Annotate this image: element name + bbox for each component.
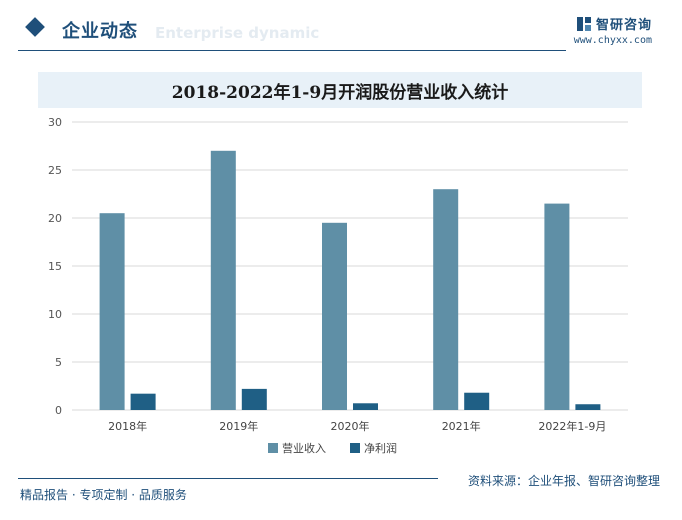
legend-label: 净利润: [364, 441, 397, 455]
legend-label: 营业收入: [282, 441, 326, 455]
revenue-bar: [210, 150, 236, 411]
section-title: 企业动态: [62, 21, 138, 42]
legend-swatch: [268, 443, 278, 453]
net-profit-bar: [464, 392, 490, 410]
revenue-bar: [433, 189, 459, 410]
net-profit-bar: [241, 388, 267, 410]
x-tick-label: 2018年: [108, 419, 147, 433]
y-tick-label: 30: [48, 116, 62, 129]
y-tick-label: 20: [48, 212, 62, 225]
revenue-bar: [99, 213, 125, 410]
header: Enterprise dynamic 企业动态 智研咨询 www.chyxx.c…: [0, 0, 682, 56]
brand-logo-icon: [576, 16, 591, 31]
y-tick-label: 0: [55, 404, 62, 417]
x-tick-label: 2020年: [331, 419, 370, 433]
net-profit-bar: [353, 403, 378, 410]
footer-divider: [18, 478, 438, 479]
chart-title: 2018-2022年1-9月开润股份营业收入统计: [171, 82, 509, 103]
chart-title-band: 2018-2022年1-9月开润股份营业收入统计: [38, 72, 642, 108]
net-profit-bar: [575, 404, 601, 410]
x-tick-label: 2019年: [219, 419, 258, 433]
net-profit-bar: [130, 393, 156, 410]
y-tick-label: 5: [55, 356, 62, 369]
revenue-bar: [322, 222, 347, 410]
source-note: 资料来源：企业年报、智研咨询整理: [467, 474, 660, 488]
brand-url: www.chyxx.com: [573, 35, 652, 46]
revenue-bar: [544, 203, 570, 410]
y-tick-label: 10: [48, 308, 62, 321]
x-tick-label: 2022年1-9月: [538, 419, 606, 433]
footer-tagline: 精品报告 · 专项定制 · 品质服务: [20, 488, 187, 502]
x-tick-label: 2021年: [442, 419, 481, 433]
section-watermark: Enterprise dynamic: [155, 24, 320, 42]
brand: 智研咨询 www.chyxx.com: [574, 14, 652, 46]
legend-swatch: [350, 443, 360, 453]
header-divider: [18, 50, 566, 51]
y-tick-label: 25: [48, 164, 62, 177]
y-tick-label: 15: [48, 260, 62, 273]
brand-name: 智研咨询: [595, 18, 652, 33]
